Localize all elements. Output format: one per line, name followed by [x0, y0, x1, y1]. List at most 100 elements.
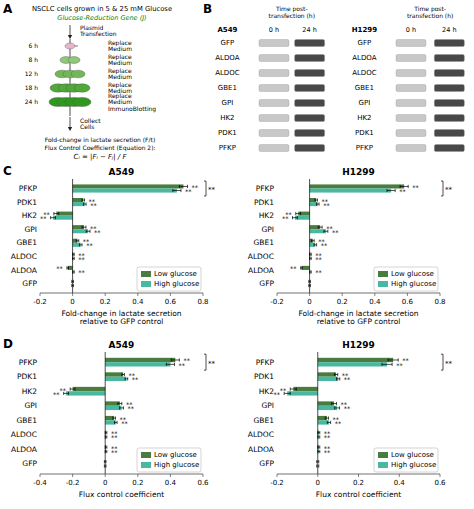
bar	[310, 184, 405, 188]
x-tick	[374, 293, 375, 296]
x-tick-label: 0.4	[369, 298, 381, 306]
category-label: GFP	[259, 459, 274, 468]
error-cap	[123, 406, 124, 409]
error-cap	[328, 416, 329, 419]
text-line: HK2	[357, 114, 371, 122]
text-line: PDK1	[355, 129, 374, 137]
category-label: ALDOC	[11, 252, 37, 261]
gene-label: GBE1	[355, 84, 374, 92]
text-line: 24 h	[25, 98, 39, 105]
gene-label: PFKP	[219, 144, 236, 152]
step-label: ReplaceMedium	[108, 39, 132, 53]
text-line: Transfection	[79, 30, 117, 37]
bar	[105, 416, 114, 420]
error-bar	[79, 243, 82, 246]
error-line	[114, 422, 117, 423]
text-line: **	[121, 420, 128, 428]
significance: **	[185, 188, 192, 196]
error-bar	[51, 216, 56, 219]
error-cap	[325, 416, 326, 419]
error-line	[54, 213, 59, 214]
text-line: **	[128, 405, 135, 413]
text-line: **	[60, 387, 67, 395]
text-line: GPI	[222, 99, 234, 107]
significance: **	[324, 434, 331, 442]
error-bar	[292, 216, 297, 219]
zero-line	[317, 352, 318, 474]
x-tick	[105, 474, 106, 477]
error-bar	[296, 212, 301, 215]
significance: **	[40, 215, 47, 223]
text-line: GBE1	[254, 238, 275, 247]
error-cap	[79, 243, 80, 246]
blot-band	[396, 115, 426, 122]
note: Fold-change in lactate secretion (F/t)	[45, 136, 156, 144]
text-line: PFKP	[19, 184, 38, 193]
text-line: Medium	[108, 45, 132, 52]
text-line: **	[90, 202, 97, 210]
diagram-subtitle: Glucose-Reduction Gene (J)	[57, 14, 146, 22]
bar	[105, 358, 175, 362]
error-line	[79, 244, 82, 245]
blot-header: Time post-transfection (h)	[269, 5, 315, 19]
text-line: **	[208, 360, 216, 368]
gene-label: HK2	[220, 114, 234, 122]
error-cap	[334, 406, 335, 409]
panel-label: B	[203, 2, 212, 16]
bracket	[441, 354, 443, 370]
significance: **	[445, 186, 453, 194]
error-cap	[322, 226, 323, 229]
text-line: **	[396, 362, 403, 370]
category-label: PFKP	[19, 358, 38, 367]
text-line: GPI	[261, 225, 274, 234]
bar	[73, 184, 184, 188]
bar	[73, 198, 84, 202]
bar	[318, 406, 337, 410]
text-line: relative to GFP control	[317, 317, 401, 326]
bar	[73, 202, 85, 206]
error-cap	[74, 270, 75, 273]
text-line: Medium	[108, 59, 132, 66]
cell-line: A549	[217, 26, 237, 34]
significance: **	[344, 405, 351, 413]
error-cap	[179, 185, 180, 188]
text-line: Low glucose	[391, 270, 434, 278]
bar	[318, 372, 336, 376]
error-cap	[171, 358, 172, 361]
x-axis	[40, 474, 203, 475]
error-bar	[84, 203, 87, 206]
blot-band	[295, 100, 325, 107]
bracket-end	[441, 181, 443, 182]
error-cap	[86, 203, 87, 206]
text-line: -0.2	[270, 298, 284, 306]
legend-swatch	[141, 281, 151, 287]
bar	[56, 212, 72, 216]
text-line: **	[412, 184, 419, 192]
bar	[318, 420, 329, 424]
bar	[301, 266, 309, 270]
error-line	[290, 389, 296, 390]
x-tick-label: -0.2	[270, 298, 284, 306]
legend-entry: High glucose	[391, 461, 436, 469]
text-line: A	[3, 2, 13, 16]
text-line: **	[111, 434, 118, 442]
lane-label: 0 h	[269, 26, 279, 34]
text-line: 24 h	[442, 26, 456, 34]
text-line: High glucose	[154, 280, 199, 288]
legend-entry: Low glucose	[391, 451, 434, 459]
x-tick	[277, 293, 278, 296]
legend-entry: Low glucose	[154, 451, 197, 459]
text-line: ALDOA	[248, 266, 275, 275]
text-line: ALDOA	[11, 266, 38, 275]
error-cap	[318, 226, 319, 229]
error-cap	[106, 435, 107, 438]
error-cap	[318, 464, 319, 467]
significance: **	[323, 202, 330, 210]
x-tick-label: 0.2	[132, 479, 143, 487]
error-cap	[381, 363, 382, 366]
text-line: **	[280, 387, 287, 395]
x-tick	[317, 474, 318, 477]
significance: **	[78, 256, 85, 264]
significance: **	[412, 184, 419, 192]
significance: **	[192, 184, 199, 192]
